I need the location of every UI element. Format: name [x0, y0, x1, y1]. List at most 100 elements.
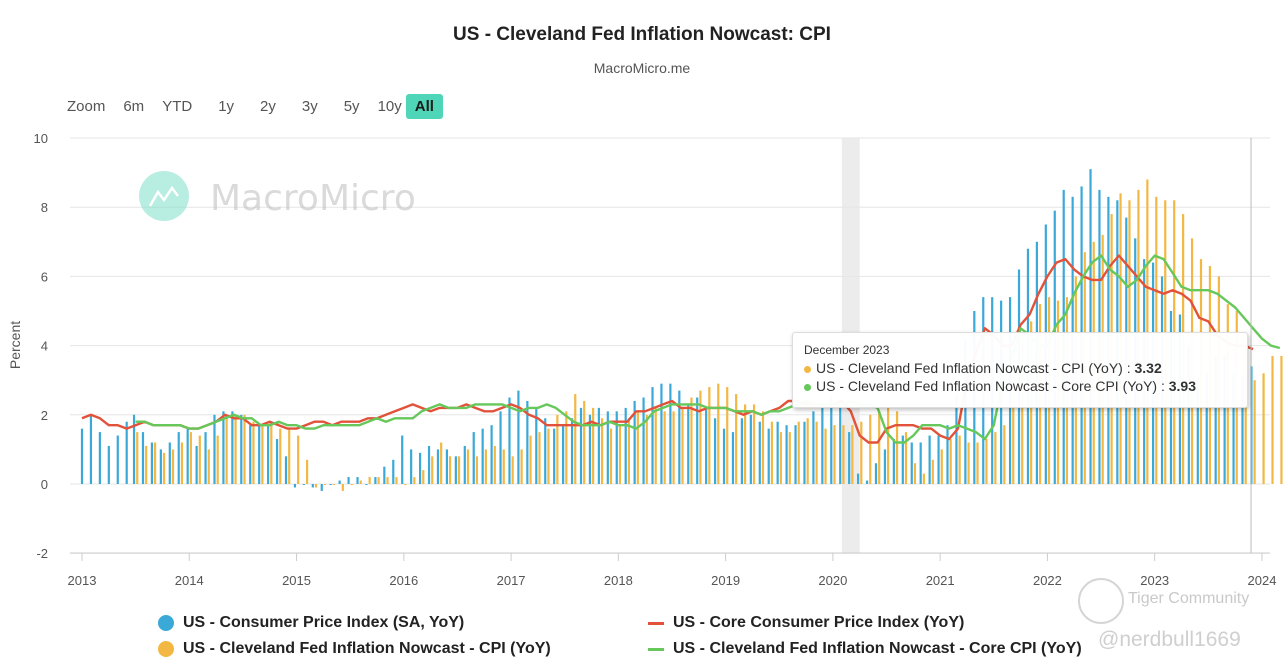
range-button-6m[interactable]: 6m — [123, 98, 145, 115]
nowcast-cpi-bar — [770, 421, 774, 484]
nowcast-cpi-bar — [359, 480, 362, 484]
y-tick-label: 2 — [41, 408, 48, 423]
range-button-5y[interactable]: 5y — [343, 98, 360, 115]
nowcast-cpi-bar — [752, 404, 756, 484]
range-button-all[interactable]: All — [405, 94, 443, 119]
range-button-3y[interactable]: 3y — [301, 98, 318, 115]
chart-subtitle: MacroMicro.me — [593, 60, 691, 76]
range-button-1y[interactable]: 1y — [218, 98, 235, 115]
nowcast-cpi-bar — [636, 411, 639, 484]
nowcast-cpi-bar — [815, 421, 818, 484]
tooltip-label: US - Cleveland Fed Inflation Nowcast - C… — [816, 360, 1135, 376]
nowcast-cpi-bar — [726, 387, 729, 484]
cpi-bar — [410, 449, 413, 484]
y-axis-label: Percent — [7, 321, 23, 369]
nowcast-cpi-bar — [1280, 355, 1283, 484]
nowcast-cpi-bar — [341, 484, 344, 491]
nowcast-cpi-bar — [627, 418, 630, 484]
y-tick-label: 8 — [41, 200, 48, 215]
nowcast-cpi-bar — [842, 425, 845, 484]
nowcast-cpi-bar — [922, 473, 925, 484]
nowcast-cpi-bar — [368, 477, 371, 484]
nowcast-cpi-bar — [314, 484, 318, 488]
nowcast-cpi-bar — [350, 484, 353, 485]
nowcast-cpi-bar — [735, 394, 738, 484]
nowcast-cpi-bar — [958, 435, 961, 484]
nowcast-cpi-bar — [279, 428, 282, 484]
cpi-bar — [150, 442, 154, 484]
legend-item-core-cpi[interactable]: US - Core Consumer Price Index (YoY) — [648, 614, 964, 632]
nowcast-cpi-bar — [484, 449, 487, 484]
cpi-bar — [1187, 345, 1190, 484]
macromicro-logo-chart-icon — [148, 185, 179, 207]
nowcast-cpi-bar — [690, 397, 693, 484]
cpi-bar — [293, 484, 297, 488]
range-button-2y[interactable]: 2y — [260, 98, 276, 115]
cpi-bar — [606, 411, 609, 484]
lines — [81, 254, 1281, 444]
nowcast-cpi-bar — [529, 435, 532, 484]
cpi-bar — [964, 338, 967, 484]
legend-item-cpi[interactable]: US - Consumer Price Index (SA, YoY) — [158, 614, 464, 632]
cpi-bar — [812, 411, 815, 484]
cpi-bar — [526, 400, 529, 484]
nowcast-cpi-bar — [761, 411, 765, 484]
nowcast-cpi-bar — [502, 449, 505, 484]
nowcast-cpi-bar — [869, 414, 872, 484]
legend-item-nowcast-core[interactable]: US - Cleveland Fed Inflation Nowcast - C… — [648, 640, 1082, 658]
cpi-bar — [168, 442, 171, 484]
cpi-bar — [910, 442, 913, 484]
cpi-bar — [338, 480, 341, 484]
cpi-bar — [275, 439, 279, 484]
cpi-bar — [553, 428, 556, 484]
legend-dot-icon — [158, 615, 174, 631]
nowcast-cpi-bar — [913, 463, 917, 484]
x-tick-label: 2013 — [68, 573, 97, 588]
x-tick-label: 2021 — [926, 573, 955, 588]
nowcast-cpi-bar — [431, 456, 434, 484]
nowcast-cpi-bar — [189, 432, 192, 484]
nowcast-cpi-bar — [1253, 380, 1256, 484]
nowcast-cpi-bar — [377, 477, 380, 484]
cpi-bar — [785, 425, 788, 484]
nowcast-cpi-bar — [833, 425, 836, 484]
x-tick-label: 2020 — [818, 573, 847, 588]
cpi-bar — [803, 421, 806, 484]
cpi-bar — [186, 428, 189, 484]
cpi-bar — [901, 435, 904, 484]
cpi-bar — [499, 411, 502, 484]
nowcast-cpi-bar — [243, 414, 246, 484]
nowcast-cpi-bar — [797, 421, 800, 484]
tooltip-value: 3.93 — [1168, 378, 1196, 394]
range-button-10y[interactable]: 10y — [377, 98, 402, 115]
nowcast-cpi-bar — [618, 425, 622, 484]
range-selector: Zoom 6m YTD 1y 2y 3y 5y 10y All — [62, 94, 449, 119]
cpi-bar — [249, 425, 252, 484]
cpi-bar — [445, 449, 449, 484]
cpi-bar — [517, 390, 520, 484]
cpi-bar — [356, 477, 359, 484]
tooltip-dot-nowcast-cpi-icon — [804, 365, 811, 373]
nowcast-cpi-bar — [547, 428, 550, 484]
nowcast-cpi-bar — [681, 407, 684, 484]
legend-line-icon — [648, 647, 664, 651]
legend-item-nowcast-cpi[interactable]: US - Cleveland Fed Inflation Nowcast - C… — [158, 640, 551, 658]
cpi-bar — [597, 407, 600, 484]
cpi-bar — [615, 411, 618, 484]
x-tick-label: 2017 — [497, 573, 526, 588]
nowcast-cpi-bar — [887, 404, 890, 484]
tooltip-row-nowcast-cpi: US - Cleveland Fed Inflation Nowcast - C… — [804, 360, 1162, 376]
y-tick-label: 0 — [41, 477, 48, 492]
cpi-bar — [1232, 373, 1235, 484]
nowcast-cpi-bar — [297, 435, 300, 484]
cpi-bar — [418, 452, 422, 484]
cpi-bar — [284, 456, 288, 484]
nowcast-cpi-bar — [270, 425, 273, 484]
cpi-bar — [1089, 169, 1092, 484]
range-button-ytd[interactable]: YTD — [162, 98, 193, 115]
nowcast-cpi-bar — [717, 383, 720, 484]
nowcast-cpi-bar — [672, 411, 675, 484]
x-tick-label: 2015 — [282, 573, 311, 588]
cpi-bar — [1205, 373, 1208, 484]
cpi-bar — [98, 432, 101, 484]
